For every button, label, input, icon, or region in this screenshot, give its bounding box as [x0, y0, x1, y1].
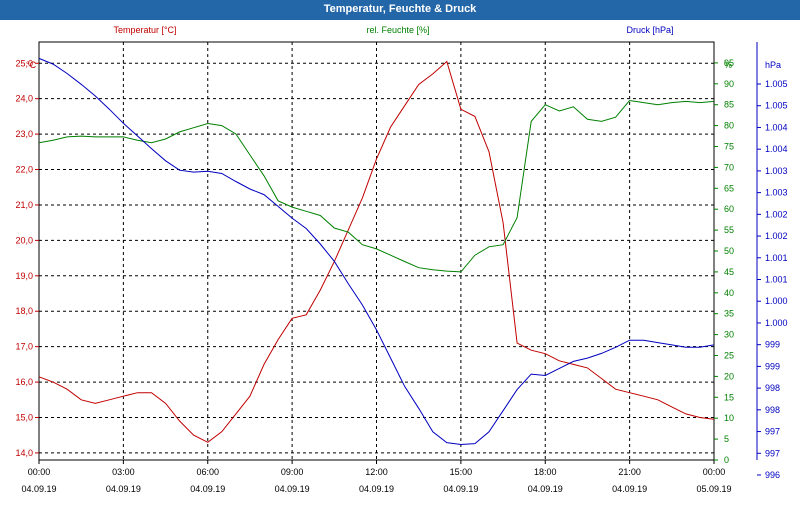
- temperature-series-line: [38, 60, 715, 443]
- temperature-tick-label: 18,0: [15, 306, 33, 316]
- humidity-tick-label: 60: [724, 204, 734, 214]
- pressure-tick-label: 1.002: [765, 231, 788, 241]
- pressure-tick-label: 1.003: [765, 166, 788, 176]
- temperature-tick-label: 22,0: [15, 165, 33, 175]
- humidity-tick-label: 5: [724, 434, 729, 444]
- humidity-tick-label: 25: [724, 351, 734, 361]
- humidity-tick-label: 0: [724, 455, 729, 465]
- axes: 00:00 04.09.19 03:00 04.09.19 06:00 04.09.19 0…: [15, 42, 788, 494]
- temperature-tick-label: 23,0: [15, 129, 33, 139]
- x-tick-label-time: 09:00: [281, 467, 304, 477]
- grid-lines: [39, 42, 714, 460]
- pressure-tick-label: 1.003: [765, 188, 788, 198]
- x-tick-label-date: 05.09.19: [696, 484, 731, 494]
- humidity-unit-label: %: [724, 60, 732, 70]
- humidity-tick-label: 75: [724, 142, 734, 152]
- pressure-tick-label: 996: [765, 470, 780, 480]
- humidity-tick-label: 40: [724, 288, 734, 298]
- humidity-tick-label: 95: [724, 58, 734, 68]
- humidity-tick-label: 80: [724, 121, 734, 131]
- x-tick-label-time: 00:00: [703, 467, 726, 477]
- humidity-tick-label: 15: [724, 392, 734, 402]
- x-tick-label-date: 04.09.19: [528, 484, 563, 494]
- pressure-tick-label: 1.005: [765, 101, 788, 111]
- temperature-tick-label: 20,0: [15, 235, 33, 245]
- pressure-tick-label: 999: [765, 340, 780, 350]
- humidity-tick-label: 70: [724, 162, 734, 172]
- humidity-tick-label: 90: [724, 79, 734, 89]
- x-tick-label-date: 04.09.19: [21, 484, 56, 494]
- pressure-unit-label: hPa: [765, 60, 781, 70]
- pressure-tick-label: 1.004: [765, 144, 788, 154]
- pressure-tick-label: 1.000: [765, 296, 788, 306]
- series-lines: [38, 57, 715, 446]
- humidity-tick-label: 65: [724, 183, 734, 193]
- temperature-tick-label: 15,0: [15, 412, 33, 422]
- humidity-tick-label: 55: [724, 225, 734, 235]
- pressure-tick-label: 1.002: [765, 209, 788, 219]
- temperature-tick-label: 19,0: [15, 271, 33, 281]
- x-tick-label-date: 04.09.19: [275, 484, 310, 494]
- pressure-tick-label: 1.001: [765, 275, 788, 285]
- x-tick-label-time: 00:00: [28, 467, 51, 477]
- pressure-tick-label: 1.001: [765, 253, 788, 263]
- pressure-tick-label: 1.005: [765, 79, 788, 89]
- chart-area: 00:00 04.09.19 03:00 04.09.19 06:00 04.09.19 0…: [0, 20, 800, 500]
- x-tick-label-time: 03:00: [112, 467, 135, 477]
- humidity-series-line: [38, 99, 715, 273]
- temperature-axis-title: Temperatur [°C]: [113, 25, 176, 35]
- pressure-tick-label: 999: [765, 361, 780, 371]
- pressure-series-line: [38, 57, 715, 446]
- x-tick-label-date: 04.09.19: [106, 484, 141, 494]
- temperature-unit-label: °C: [26, 60, 37, 70]
- temperature-tick-label: 17,0: [15, 342, 33, 352]
- pressure-tick-label: 997: [765, 448, 780, 458]
- pressure-axis-title: Druck [hPa]: [626, 25, 673, 35]
- humidity-tick-label: 50: [724, 246, 734, 256]
- temperature-tick-label: 14,0: [15, 448, 33, 458]
- x-tick-label-time: 06:00: [196, 467, 219, 477]
- temperature-tick-label: 21,0: [15, 200, 33, 210]
- chart-title: Temperatur, Feuchte & Druck: [0, 0, 800, 20]
- x-tick-label-time: 12:00: [365, 467, 388, 477]
- pressure-tick-label: 1.000: [765, 318, 788, 328]
- humidity-axis-title: rel. Feuchte [%]: [366, 25, 429, 35]
- humidity-tick-label: 30: [724, 330, 734, 340]
- temperature-tick-label: 24,0: [15, 94, 33, 104]
- humidity-tick-label: 45: [724, 267, 734, 277]
- temperature-tick-label: 16,0: [15, 377, 33, 387]
- axis-titles: Temperatur [°C] rel. Feuchte [%] Druck [hP…: [26, 25, 781, 70]
- pressure-tick-label: 1.004: [765, 122, 788, 132]
- x-tick-label-date: 04.09.19: [190, 484, 225, 494]
- x-tick-label-date: 04.09.19: [612, 484, 647, 494]
- pressure-tick-label: 998: [765, 405, 780, 415]
- humidity-tick-label: 20: [724, 371, 734, 381]
- temperature-tick-label: 25,0: [15, 58, 33, 68]
- chart-svg: 00:00 04.09.19 03:00 04.09.19 06:00 04.09.19 0…: [15, 25, 788, 494]
- x-tick-label-date: 04.09.19: [443, 484, 478, 494]
- pressure-tick-label: 998: [765, 383, 780, 393]
- x-tick-label-time: 21:00: [618, 467, 641, 477]
- humidity-tick-label: 35: [724, 309, 734, 319]
- pressure-tick-label: 997: [765, 427, 780, 437]
- humidity-tick-label: 85: [724, 100, 734, 110]
- x-tick-label-time: 15:00: [450, 467, 473, 477]
- humidity-tick-label: 10: [724, 413, 734, 423]
- x-tick-label-time: 18:00: [534, 467, 557, 477]
- x-tick-label-date: 04.09.19: [359, 484, 394, 494]
